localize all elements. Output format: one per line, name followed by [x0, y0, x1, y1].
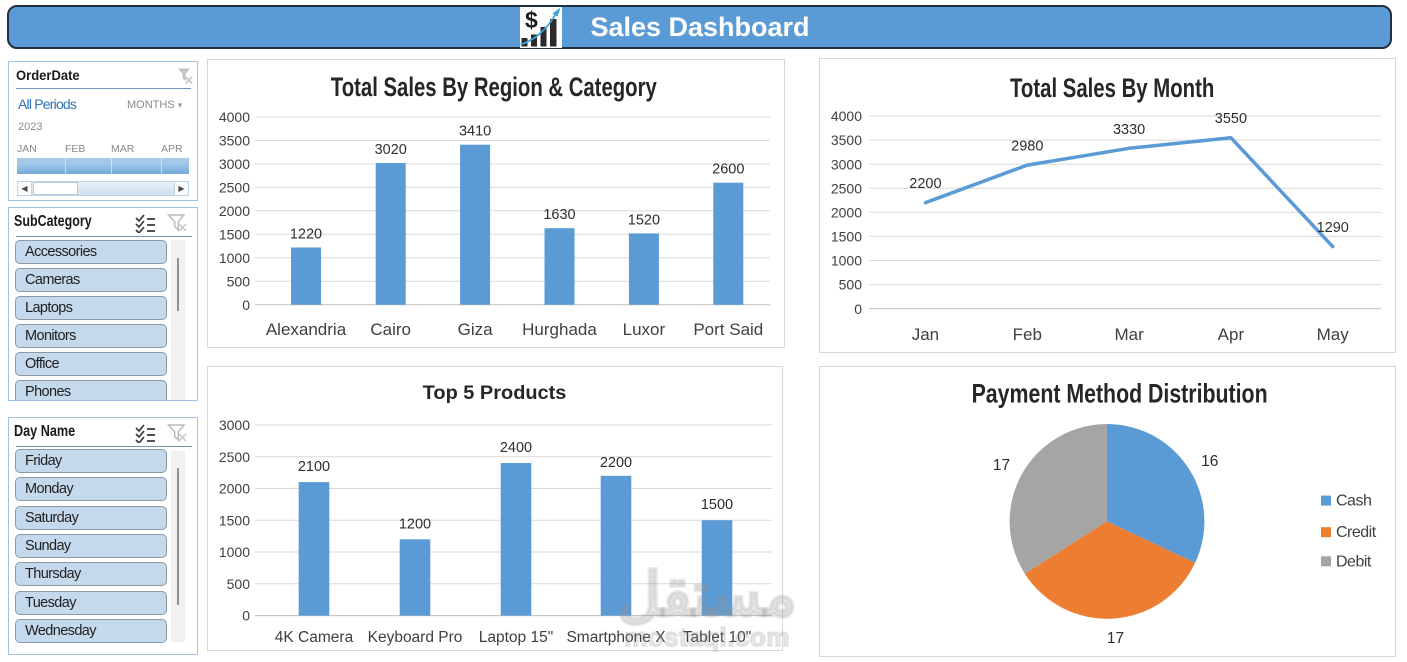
svg-text:Mar: Mar — [1114, 325, 1144, 344]
svg-text:3330: 3330 — [1113, 122, 1145, 138]
svg-text:1000: 1000 — [219, 250, 250, 266]
svg-text:500: 500 — [839, 277, 863, 293]
svg-text:Laptop 15": Laptop 15" — [479, 629, 553, 646]
svg-text:$: $ — [525, 7, 538, 33]
svg-text:2500: 2500 — [219, 180, 250, 196]
svg-text:Apr: Apr — [1218, 325, 1245, 344]
svg-text:2200: 2200 — [600, 455, 632, 471]
svg-text:Credit: Credit — [1336, 524, 1377, 541]
svg-text:0: 0 — [242, 608, 250, 624]
svg-text:Giza: Giza — [458, 320, 494, 339]
svg-text:4K Camera: 4K Camera — [275, 629, 354, 646]
svg-text:3000: 3000 — [219, 417, 250, 433]
svg-text:Top 5 Products: Top 5 Products — [423, 382, 567, 404]
svg-text:Cash: Cash — [1336, 493, 1371, 510]
svg-text:2000: 2000 — [219, 203, 250, 219]
svg-text:Jan: Jan — [912, 325, 939, 344]
svg-text:17: 17 — [993, 457, 1010, 474]
svg-text:Port Said: Port Said — [693, 320, 763, 339]
svg-text:1500: 1500 — [701, 497, 733, 513]
svg-text:1500: 1500 — [219, 226, 250, 242]
svg-text:Debit: Debit — [1336, 553, 1372, 570]
svg-text:3000: 3000 — [219, 156, 250, 172]
svg-text:3020: 3020 — [375, 142, 407, 158]
svg-text:17: 17 — [1107, 630, 1124, 647]
svg-text:1630: 1630 — [543, 207, 575, 223]
svg-text:0: 0 — [242, 297, 250, 313]
svg-text:1220: 1220 — [290, 227, 322, 243]
svg-text:3500: 3500 — [219, 133, 250, 149]
svg-text:1000: 1000 — [219, 544, 250, 560]
svg-text:3410: 3410 — [459, 124, 491, 140]
svg-text:Feb: Feb — [1013, 325, 1042, 344]
svg-text:2600: 2600 — [712, 162, 744, 178]
svg-text:Cairo: Cairo — [370, 320, 411, 339]
svg-text:Tablet 10": Tablet 10" — [683, 629, 751, 646]
svg-text:Keyboard Pro: Keyboard Pro — [368, 629, 463, 646]
svg-text:Total Sales By Month: Total Sales By Month — [1010, 73, 1214, 103]
svg-text:3550: 3550 — [1215, 111, 1247, 127]
svg-text:4000: 4000 — [831, 108, 862, 124]
svg-text:Hurghada: Hurghada — [522, 320, 597, 339]
svg-text:Smartphone X: Smartphone X — [566, 629, 666, 646]
svg-text:Total Sales By Region & Catego: Total Sales By Region & Category — [331, 72, 657, 102]
svg-text:1290: 1290 — [1317, 220, 1349, 236]
svg-text:1500: 1500 — [831, 229, 862, 245]
svg-text:3500: 3500 — [831, 132, 862, 148]
svg-text:1520: 1520 — [628, 212, 660, 228]
svg-text:2000: 2000 — [831, 204, 862, 220]
svg-text:1200: 1200 — [399, 516, 431, 532]
svg-text:2400: 2400 — [500, 440, 532, 456]
svg-text:4000: 4000 — [219, 109, 250, 125]
svg-text:0: 0 — [854, 301, 862, 317]
svg-text:Payment Method Distribution: Payment Method Distribution — [972, 379, 1268, 409]
svg-text:2500: 2500 — [831, 180, 862, 196]
svg-text:1000: 1000 — [831, 253, 862, 269]
svg-text:2980: 2980 — [1011, 139, 1043, 155]
svg-text:Alexandria: Alexandria — [266, 320, 347, 339]
svg-text:Luxor: Luxor — [623, 320, 666, 339]
svg-text:2500: 2500 — [219, 449, 250, 465]
svg-text:2200: 2200 — [909, 176, 941, 192]
svg-text:3000: 3000 — [831, 156, 862, 172]
svg-text:500: 500 — [227, 273, 251, 289]
svg-text:May: May — [1317, 325, 1350, 344]
svg-text:2100: 2100 — [298, 459, 330, 475]
svg-text:500: 500 — [227, 576, 251, 592]
svg-text:16: 16 — [1201, 453, 1218, 470]
svg-text:2000: 2000 — [219, 481, 250, 497]
svg-text:1500: 1500 — [219, 512, 250, 528]
